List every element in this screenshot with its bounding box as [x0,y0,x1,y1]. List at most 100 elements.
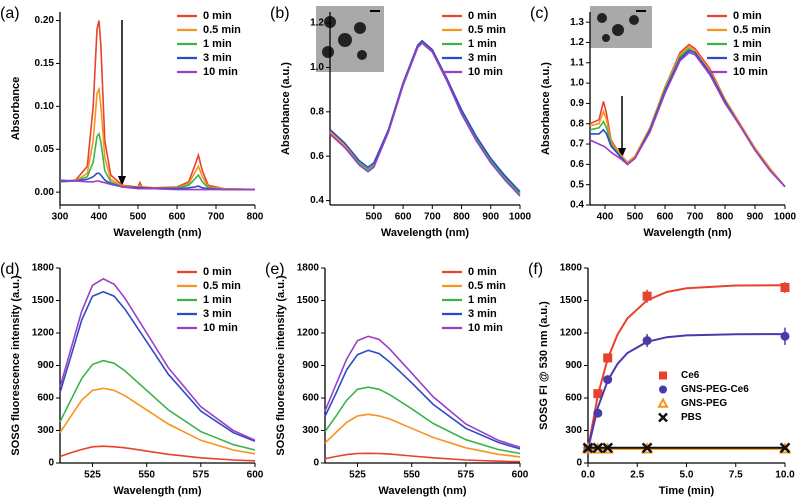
arrow-head [118,176,126,186]
panel-label: (d) [0,261,20,278]
y-tick-label: 0 [576,458,582,469]
legend-label: 10 min [733,66,768,78]
y-tick-label: 1.1 [570,57,584,68]
marker [592,442,604,454]
legend-label: 0.5 min [468,280,506,292]
y-tick-label: 0.15 [35,58,55,69]
x-tick-label: 900 [482,212,499,223]
y-tick-label: 900 [37,360,54,371]
legend-label: 3 min [468,52,497,64]
x-tick-label: 700 [687,212,704,223]
legend-label: 3 min [733,52,762,64]
marker [642,291,652,301]
y-tick-label: 0.5 [570,179,584,190]
y-tick-label: 0.9 [570,98,584,109]
legend-label: 1 min [733,38,762,50]
panel: (d) 0 300 600 900 1200 1500 1800 525 550 575 600 Wav… [0,261,264,497]
series-line [329,39,521,193]
y-tick-label: 1.3 [570,17,584,28]
series-line [324,413,521,458]
particle [357,50,367,60]
y-tick-label: 0.10 [35,101,55,112]
x-tick-label: 600 [247,470,264,481]
series-line [589,45,786,188]
x-tick-label: 575 [192,470,209,481]
y-axis-label: Absorbance (a.u.) [540,62,552,155]
x-tick-label: 400 [597,212,614,223]
x-tick-label: 500 [627,212,644,223]
inset-c [590,6,652,48]
x-tick-label: 600 [395,212,412,223]
legend-label: 3 min [468,308,497,320]
x-axis-label: Wavelength (nm) [113,227,202,239]
y-axis-label: SOSG fluorescence intensity (a.u.) [275,275,287,456]
panel-label: (c) [530,5,549,22]
legend-label: 1 min [203,38,232,50]
legend-label: 1 min [468,294,497,306]
y-tick-label: 300 [565,425,582,436]
series-line [329,42,521,197]
y-tick-label: 1200 [297,328,320,339]
y-tick-label: 0.00 [35,187,55,198]
x-tick-label: 800 [717,212,734,223]
x-tick-label: 5.0 [680,470,694,481]
particle [612,24,624,36]
y-tick-label: 1.2 [570,37,584,48]
x-tick-label: 525 [349,470,366,481]
x-tick-label: 550 [138,470,155,481]
panel-label: (a) [0,5,20,22]
series-line [59,359,256,451]
y-tick-label: 0.4 [570,200,584,211]
x-tick-label: 1000 [509,212,532,223]
y-tick-label: 0.05 [35,144,55,155]
y-tick-label: 0.4 [310,195,324,206]
particle [338,33,352,47]
y-tick-label: 900 [302,360,319,371]
marker [659,371,667,380]
x-tick-label: 2.5 [630,470,644,481]
legend-label: 3 min [203,52,232,64]
x-tick-label: 300 [52,212,69,223]
series-line [59,277,256,442]
marker [593,389,603,399]
legend-label: 0 min [203,266,232,278]
x-tick-label: 500 [130,212,147,223]
panel-label: (b) [270,5,290,22]
marker [602,442,614,454]
marker [658,412,668,423]
series-line [324,452,521,463]
x-tick-label: 525 [84,470,101,481]
legend-label: 0 min [203,10,232,22]
panel: (a) 0.00 0.05 0.10 0.15 0.20 300 400 500 600 700 80… [0,5,264,239]
inset-b [316,6,384,72]
x-tick-label: 500 [366,212,383,223]
y-tick-label: 600 [565,393,582,404]
x-tick-label: 900 [747,212,764,223]
arrow-c [618,96,626,158]
marker [593,408,603,418]
x-tick-label: 600 [169,212,186,223]
legend-label: 10 min [203,322,238,334]
panel: (b) 0.4 0.6 0.8 1.0 1.2 500 600 700 800 900 1000 Wav… [270,5,532,239]
legend-label: 10 min [203,66,238,78]
legend-label: Ce6 [681,370,700,381]
x-tick-label: 700 [208,212,225,223]
y-tick-label: 1800 [560,263,583,274]
y-tick-label: 600 [37,393,54,404]
y-axis-label: Absorbance (a.u.) [280,62,292,155]
y-tick-label: 1800 [297,263,320,274]
x-tick-label: 800 [453,212,470,223]
marker [603,353,613,363]
marker [603,375,613,385]
legend-label: 0 min [468,266,497,278]
legend-label: GNS-PEG-Ce6 [681,384,749,395]
panel: (e) 0 300 600 900 1200 1500 1800 525 550 575 600 Wav… [265,261,529,497]
y-tick-label: 600 [302,393,319,404]
legend-label: 0.5 min [203,280,241,292]
particle [354,22,366,34]
x-tick-label: 575 [457,470,474,481]
marker [779,442,791,454]
x-tick-label: 7.5 [729,470,743,481]
y-axis-label: SOSG fluorescence intensity (a.u.) [10,275,22,456]
